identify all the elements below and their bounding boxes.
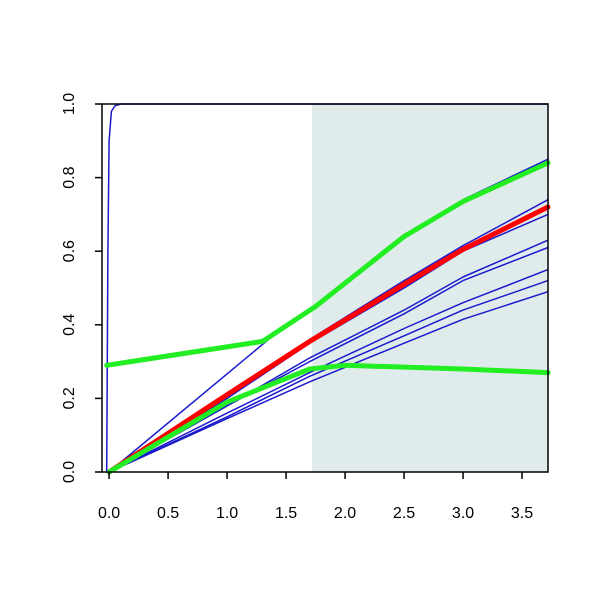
x-tick-label: 3.0	[452, 505, 474, 522]
y-tick-label: 1.0	[61, 93, 78, 115]
y-tick-label: 0.0	[61, 461, 78, 483]
y-tick-label: 0.4	[61, 314, 78, 336]
series-line-10	[106, 204, 551, 475]
series-line-11	[106, 362, 551, 475]
series-line-6	[108, 246, 549, 473]
shaded-region	[312, 104, 548, 472]
y-tick-label: 0.8	[61, 166, 78, 188]
x-tick-label: 0.5	[157, 505, 179, 522]
series-line-7	[108, 268, 549, 473]
x-tick-label: 2.5	[393, 505, 415, 522]
series-line-12	[104, 160, 551, 368]
plot-area	[104, 103, 551, 475]
series-line-8	[108, 279, 549, 473]
plot-frame	[101, 103, 549, 473]
x-tick-label: 0.0	[98, 505, 120, 522]
series-line-9	[108, 290, 549, 473]
x-tick-label: 1.0	[216, 505, 238, 522]
axes: 0.0 0.5 1.0 1.5 2.0 2.5 3.0 3.5 0.0 0.2 0.4 0.6 0.8 1…	[61, 93, 549, 522]
x-tick-label: 2.0	[334, 505, 356, 522]
x-tick-label: 3.5	[511, 505, 533, 522]
y-tick-label: 0.6	[61, 240, 78, 262]
x-tick-label: 1.5	[275, 505, 297, 522]
y-tick-label: 0.2	[61, 387, 78, 409]
